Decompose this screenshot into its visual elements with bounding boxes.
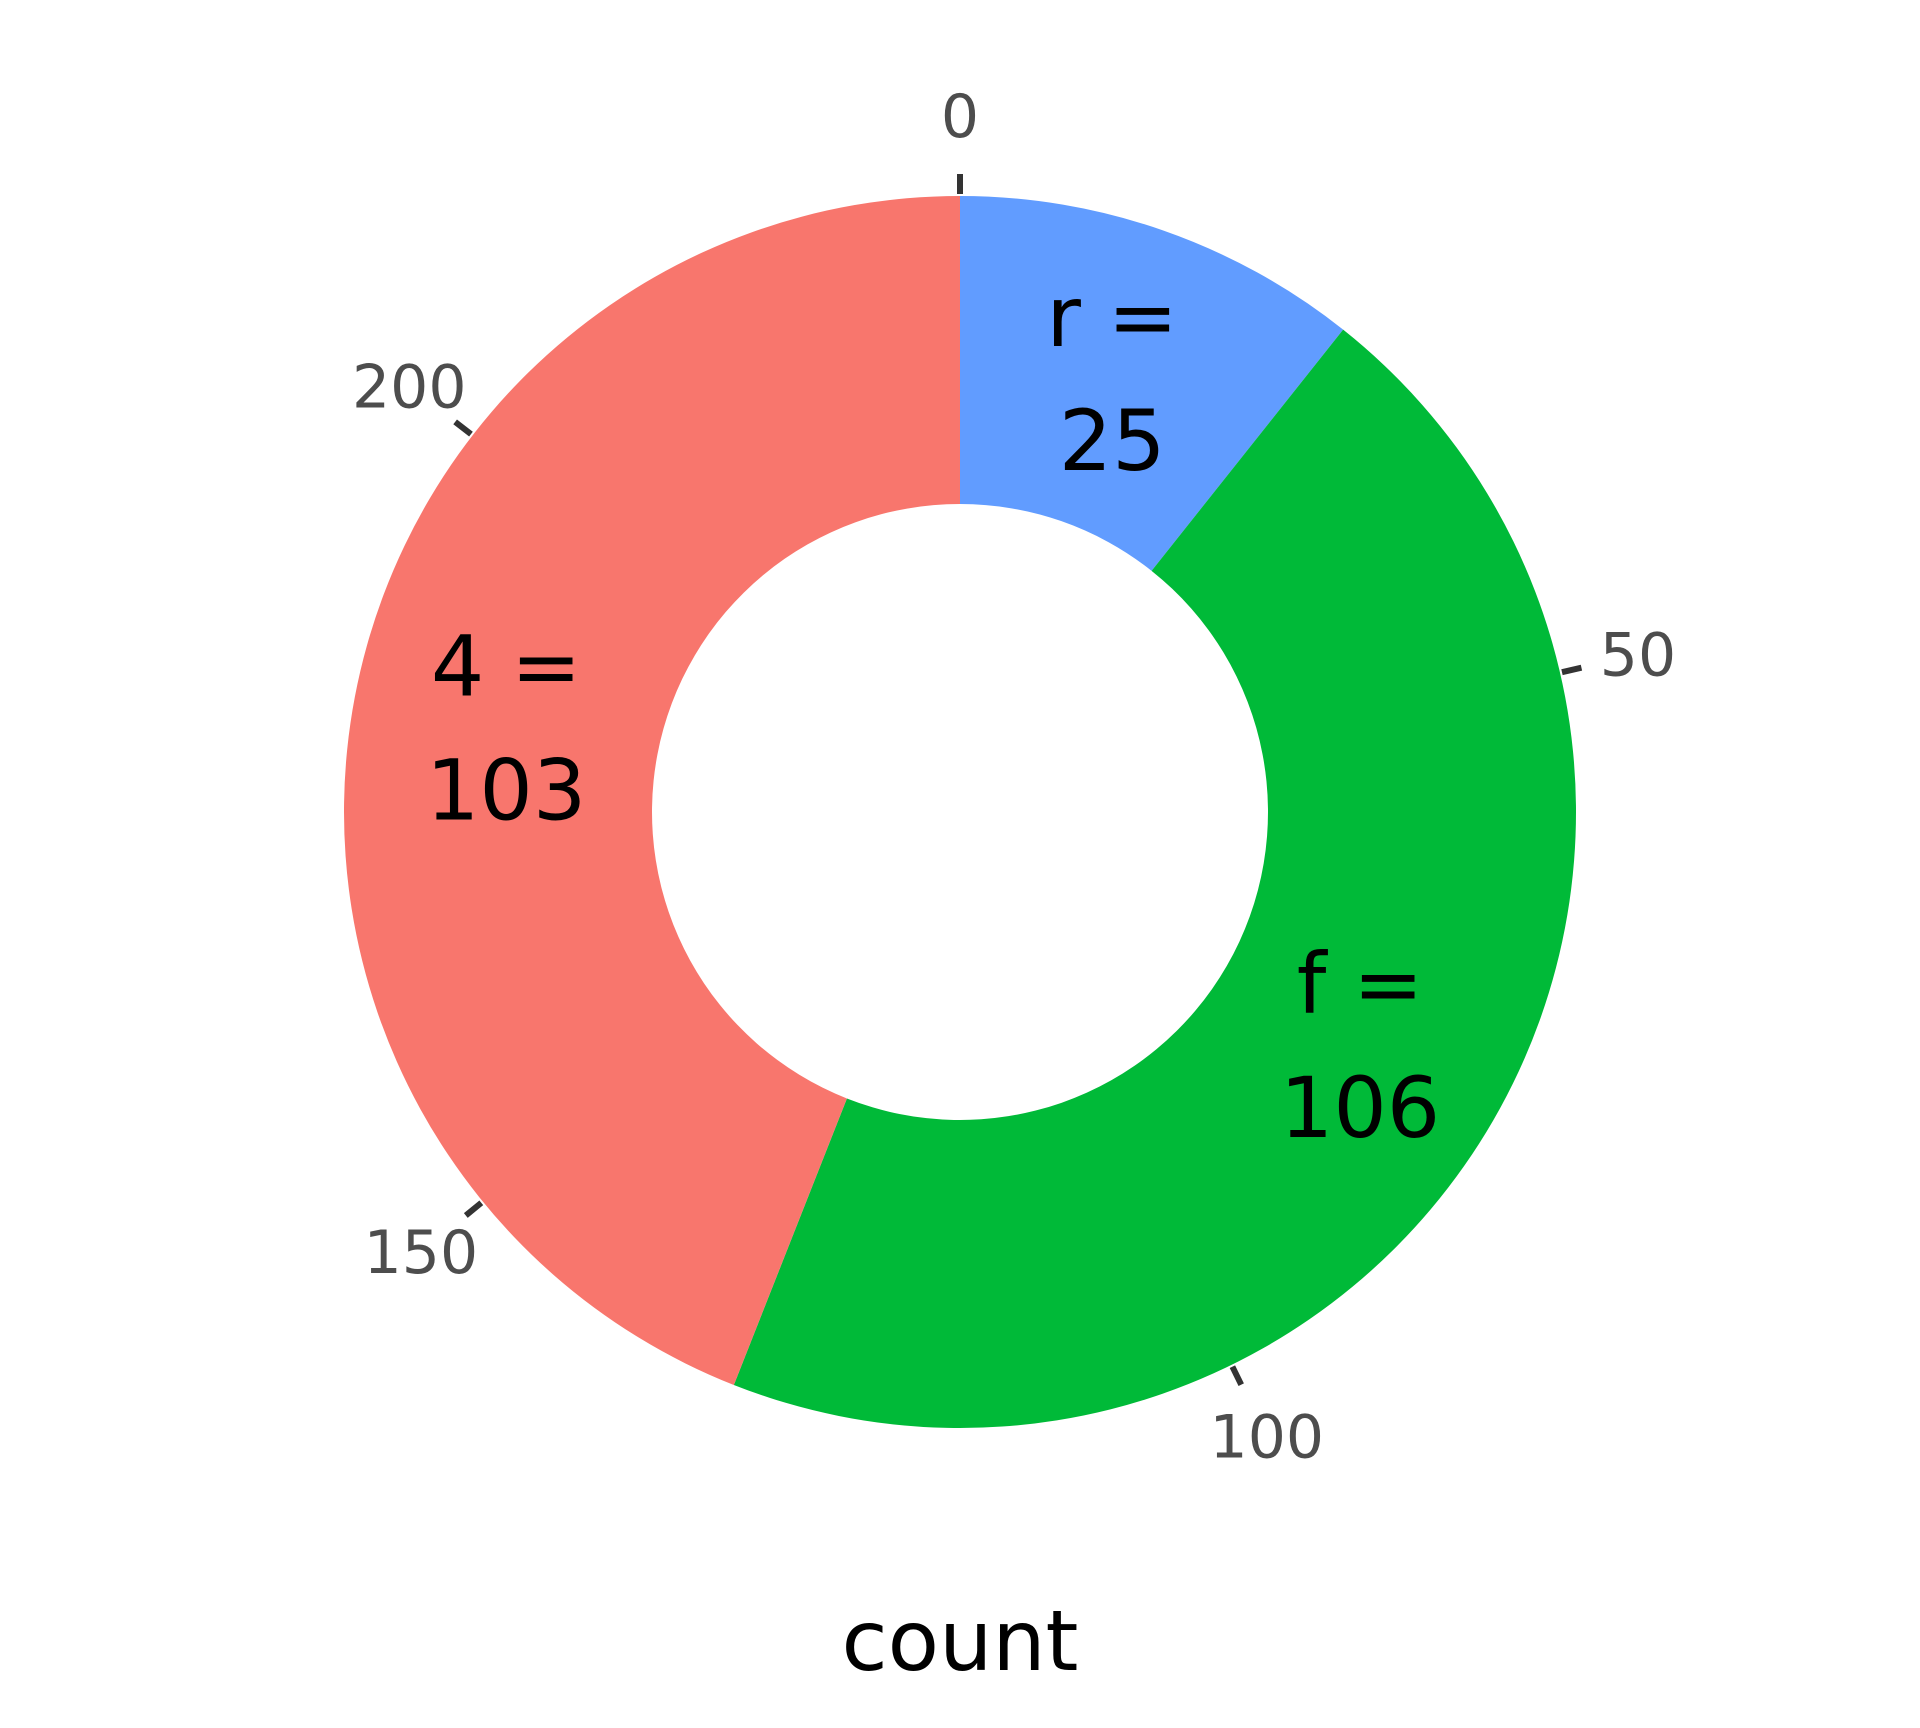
slice-label-f-value: 106 [1280,1059,1440,1157]
slice-label-r-value: 25 [1059,392,1166,490]
slice-4 [343,196,960,1385]
tick-labels: 0 50 100 150 200 [352,82,1676,1473]
slice-label-r-name: r = [1046,268,1178,366]
slice-labels: r = 25 f = 106 4 = 103 [426,268,1440,1157]
slice-r [960,196,1344,571]
tick-mark-150 [463,1200,484,1218]
tick-label-100: 100 [1210,1403,1325,1473]
slices [343,196,1576,1429]
tick-label-50: 50 [1600,621,1676,691]
slice-label-4-value: 103 [426,742,586,840]
tick-label-0: 0 [941,82,979,152]
tick-marks [453,174,1583,1386]
tick-label-150: 150 [364,1218,479,1288]
slice-label-f-name: f = [1297,935,1424,1033]
slice-f [733,329,1576,1429]
tick-mark-100 [1229,1365,1244,1386]
slice-label-4-name: 4 = [431,618,582,716]
axis-title: count [842,1592,1079,1690]
tick-label-200: 200 [352,352,467,422]
tick-mark-50 [1561,664,1583,676]
tick-mark-200 [453,419,473,437]
